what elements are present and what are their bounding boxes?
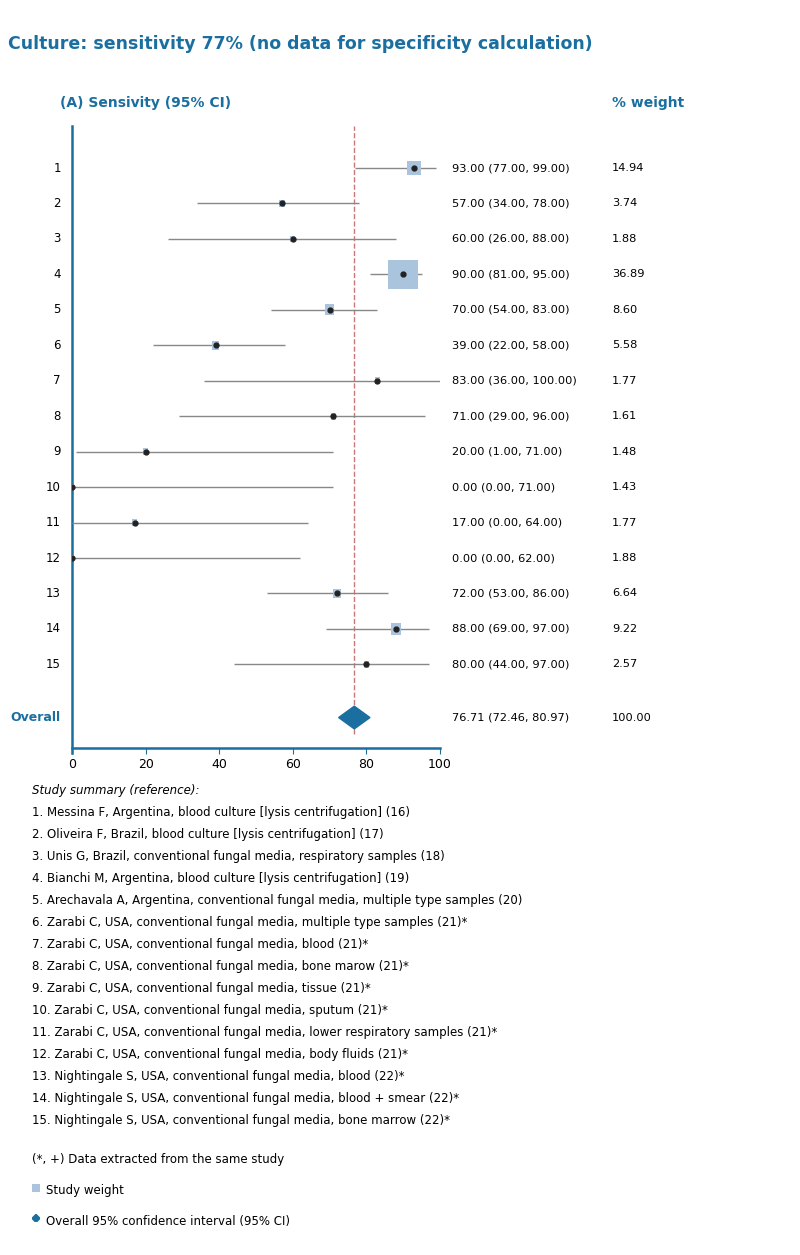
Bar [132,520,137,526]
Bar [325,305,334,315]
Text: 1.88: 1.88 [612,233,638,243]
Text: 3: 3 [54,232,61,246]
Text: 12. Zarabi C, USA, conventional fungal media, body fluids (21)*: 12. Zarabi C, USA, conventional fungal m… [32,1048,408,1060]
Text: 14. Nightingale S, USA, conventional fungal media, blood + smear (22)*: 14. Nightingale S, USA, conventional fun… [32,1092,459,1104]
Bar [143,448,148,456]
Text: 7. Zarabi C, USA, conventional fungal media, blood (21)*: 7. Zarabi C, USA, conventional fungal me… [32,939,368,951]
Text: Overall 95% confidence interval (95% CI): Overall 95% confidence interval (95% CI) [46,1215,290,1227]
Text: 83.00 (36.00, 100.00): 83.00 (36.00, 100.00) [452,375,577,385]
Text: 1.61: 1.61 [612,412,638,422]
Text: 2. Oliveira F, Brazil, blood culture [lysis centrifugation] (17): 2. Oliveira F, Brazil, blood culture [ly… [32,828,384,841]
Bar [70,484,74,491]
Text: Overall: Overall [11,712,61,724]
Text: (A) Sensivity (95% CI): (A) Sensivity (95% CI) [60,97,231,110]
Bar [333,589,341,599]
Bar [331,413,336,419]
Text: 11: 11 [46,516,61,530]
Text: 5.58: 5.58 [612,340,638,350]
Text: 6. Zarabi C, USA, conventional fungal media, multiple type samples (21)*: 6. Zarabi C, USA, conventional fungal me… [32,916,467,929]
Bar [389,260,418,289]
Text: 9. Zarabi C, USA, conventional fungal media, tissue (21)*: 9. Zarabi C, USA, conventional fungal me… [32,981,370,995]
Text: 10. Zarabi C, USA, conventional fungal media, sputum (21)*: 10. Zarabi C, USA, conventional fungal m… [32,1004,388,1017]
Text: 4: 4 [54,267,61,281]
Text: Study summary (reference):: Study summary (reference): [32,784,199,797]
Text: 1.48: 1.48 [612,447,638,457]
Text: 2.57: 2.57 [612,659,638,669]
Bar [364,660,369,668]
Text: 6.64: 6.64 [612,589,637,599]
Text: 5: 5 [54,304,61,316]
Text: 6: 6 [54,339,61,351]
Text: 9: 9 [54,446,61,458]
Text: 3.74: 3.74 [612,198,638,208]
Text: Culture: sensitivity 77% (no data for specificity calculation): Culture: sensitivity 77% (no data for sp… [8,35,593,53]
Bar [390,624,401,635]
Text: 13. Nightingale S, USA, conventional fungal media, blood (22)*: 13. Nightingale S, USA, conventional fun… [32,1069,405,1083]
Text: 57.00 (34.00, 78.00): 57.00 (34.00, 78.00) [452,198,570,208]
Text: 36.89: 36.89 [612,270,645,280]
Text: 100.00: 100.00 [612,713,652,723]
Text: 0.00 (0.00, 71.00): 0.00 (0.00, 71.00) [452,482,555,492]
Text: 72.00 (53.00, 86.00): 72.00 (53.00, 86.00) [452,589,570,599]
Text: 60.00 (26.00, 88.00): 60.00 (26.00, 88.00) [452,233,570,243]
Text: 1.77: 1.77 [612,375,638,385]
Text: 93.00 (77.00, 99.00): 93.00 (77.00, 99.00) [452,163,570,173]
Text: 20.00 (1.00, 71.00): 20.00 (1.00, 71.00) [452,447,562,457]
Bar [212,341,219,350]
Text: % weight: % weight [612,97,684,110]
Text: 8. Zarabi C, USA, conventional fungal media, bone marow (21)*: 8. Zarabi C, USA, conventional fungal me… [32,960,409,973]
Text: 80.00 (44.00, 97.00): 80.00 (44.00, 97.00) [452,659,570,669]
Bar [70,555,74,561]
Bar [407,161,422,176]
Polygon shape [338,707,370,729]
Text: 2: 2 [54,197,61,210]
Text: 8: 8 [54,409,61,423]
Text: 11. Zarabi C, USA, conventional fungal media, lower respiratory samples (21)*: 11. Zarabi C, USA, conventional fungal m… [32,1027,498,1039]
Text: 12: 12 [46,551,61,565]
Text: 1.77: 1.77 [612,517,638,527]
Text: 4. Bianchi M, Argentina, blood culture [lysis centrifugation] (19): 4. Bianchi M, Argentina, blood culture [… [32,872,410,885]
Text: 1: 1 [54,162,61,174]
Text: 39.00 (22.00, 58.00): 39.00 (22.00, 58.00) [452,340,570,350]
Text: 71.00 (29.00, 96.00): 71.00 (29.00, 96.00) [452,412,570,422]
Text: 1.88: 1.88 [612,553,638,563]
Text: 1. Messina F, Argentina, blood culture [lysis centrifugation] (16): 1. Messina F, Argentina, blood culture [… [32,807,410,820]
Text: 10: 10 [46,481,61,493]
Text: 17.00 (0.00, 64.00): 17.00 (0.00, 64.00) [452,517,562,527]
Text: 14.94: 14.94 [612,163,644,173]
Text: 88.00 (69.00, 97.00): 88.00 (69.00, 97.00) [452,624,570,634]
Bar [375,378,380,384]
Text: 90.00 (81.00, 95.00): 90.00 (81.00, 95.00) [452,270,570,280]
Bar [290,236,295,242]
Text: Study weight: Study weight [46,1185,124,1197]
Text: 15: 15 [46,658,61,671]
Text: 14: 14 [46,622,61,635]
Text: 70.00 (54.00, 83.00): 70.00 (54.00, 83.00) [452,305,570,315]
Text: 76.71 (72.46, 80.97): 76.71 (72.46, 80.97) [452,713,569,723]
Text: 1.43: 1.43 [612,482,638,492]
Text: 8.60: 8.60 [612,305,638,315]
Text: 5. Arechavala A, Argentina, conventional fungal media, multiple type samples (20: 5. Arechavala A, Argentina, conventional… [32,894,522,907]
Text: 15. Nightingale S, USA, conventional fungal media, bone marrow (22)*: 15. Nightingale S, USA, conventional fun… [32,1114,450,1127]
Text: 9.22: 9.22 [612,624,637,634]
Text: 13: 13 [46,587,61,600]
Bar [278,200,285,207]
Text: (*, +) Data extracted from the same study: (*, +) Data extracted from the same stud… [32,1153,284,1166]
Text: 0.00 (0.00, 62.00): 0.00 (0.00, 62.00) [452,553,555,563]
Text: 3. Unis G, Brazil, conventional fungal media, respiratory samples (18): 3. Unis G, Brazil, conventional fungal m… [32,851,445,863]
Polygon shape [32,1215,40,1222]
Text: 7: 7 [54,374,61,388]
